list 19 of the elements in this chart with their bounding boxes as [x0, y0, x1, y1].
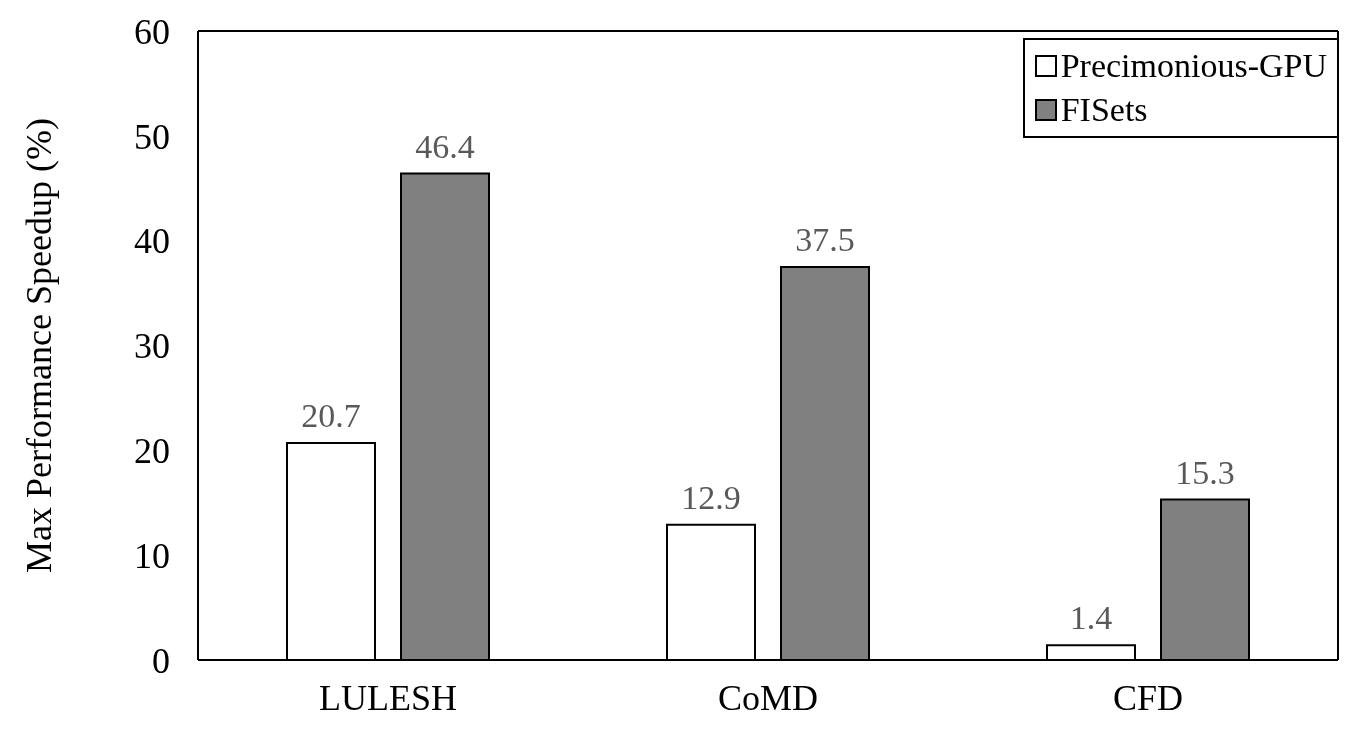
- y-tick-label: 60: [134, 11, 170, 52]
- data-label: 1.4: [1069, 599, 1113, 637]
- data-label: 12.9: [681, 478, 741, 516]
- legend-label: Precimonious-GPU: [1060, 46, 1327, 86]
- x-tick-label: CoMD: [717, 677, 819, 718]
- x-tick-label: CFD: [1112, 677, 1184, 718]
- y-tick-label: 50: [134, 116, 170, 157]
- data-label: 20.7: [301, 396, 361, 434]
- y-tick-label: 0: [152, 640, 170, 681]
- y-tick-label: 30: [134, 326, 170, 367]
- y-tick-label: 40: [134, 221, 170, 262]
- y-tick-label: 10: [134, 535, 170, 576]
- data-label: 15.3: [1175, 453, 1235, 491]
- y-axis-title: Max Performance Speedup (%): [18, 118, 59, 573]
- y-tick-label: 20: [134, 431, 170, 472]
- legend-label: FISets: [1060, 90, 1148, 130]
- data-label: 37.5: [795, 220, 855, 258]
- x-tick-label: LULESH: [319, 677, 457, 718]
- data-label: 46.4: [415, 127, 475, 165]
